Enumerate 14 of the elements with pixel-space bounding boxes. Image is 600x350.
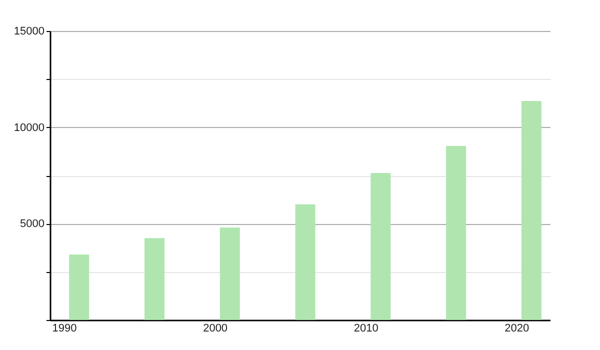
bar xyxy=(295,204,316,320)
x-tick-label: 1990 xyxy=(52,322,77,334)
y-tick-label: 5000 xyxy=(20,218,44,230)
bar xyxy=(144,238,165,320)
x-tick-label: 2020 xyxy=(504,322,530,334)
bar xyxy=(446,146,466,320)
bar xyxy=(69,254,90,320)
bar xyxy=(521,100,542,320)
y-tick-label: 10000 xyxy=(14,122,44,134)
x-tick-label: 2010 xyxy=(354,322,378,334)
x-tick-label: 2000 xyxy=(203,322,228,334)
bar xyxy=(370,172,391,320)
y-tick-label: 15000 xyxy=(14,26,44,38)
bar xyxy=(220,228,240,320)
